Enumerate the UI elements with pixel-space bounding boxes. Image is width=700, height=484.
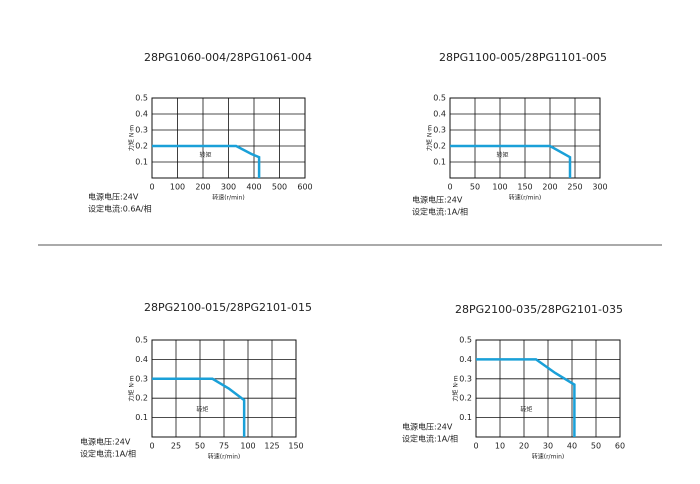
- curve-label: 转矩: [496, 151, 508, 159]
- y-tick-label: 0.1: [135, 413, 148, 422]
- x-tick-label: 300: [221, 183, 236, 192]
- x-tick-label: 300: [592, 183, 607, 192]
- x-tick-label: 0: [149, 183, 154, 192]
- x-tick-label: 400: [246, 183, 261, 192]
- curve-label: 转矩: [196, 405, 208, 413]
- x-tick-label: 25: [171, 442, 181, 451]
- y-tick-label: 0.4: [433, 110, 446, 119]
- y-tick-label: 0.4: [459, 355, 472, 364]
- x-tick-label: 0: [473, 442, 478, 451]
- x-tick-label: 250: [567, 183, 582, 192]
- y-tick-label: 0.5: [135, 336, 148, 345]
- x-tick-label: 50: [470, 183, 480, 192]
- curve-label: 转矩: [200, 151, 212, 159]
- x-tick-label: 40: [567, 442, 577, 451]
- x-tick-label: 100: [492, 183, 507, 192]
- x-axis-label: 转速(r/min): [509, 194, 542, 202]
- y-tick-label: 0.5: [433, 94, 446, 103]
- note: 设定电流:1A/相: [402, 434, 458, 444]
- x-tick-label: 0: [149, 442, 154, 451]
- x-tick-label: 200: [195, 183, 210, 192]
- x-axis-label: 转速(r/min): [208, 453, 241, 461]
- x-tick-label: 30: [543, 442, 553, 451]
- y-tick-label: 0.2: [135, 142, 148, 151]
- y-axis-label: 力矩 N·m: [426, 125, 434, 151]
- x-tick-label: 60: [615, 442, 625, 451]
- y-axis-label: 力矩 N·m: [128, 375, 136, 401]
- note: 设定电流:0.6A/相: [88, 204, 152, 214]
- curve: [476, 358, 576, 437]
- x-tick-label: 20: [519, 442, 529, 451]
- y-tick-label: 0.2: [459, 394, 472, 403]
- y-tick-label: 0.2: [433, 142, 446, 151]
- x-tick-label: 75: [219, 442, 229, 451]
- note: 电源电压:24V: [80, 437, 131, 447]
- y-tick-label: 0.1: [433, 158, 446, 167]
- x-axis-label: 转速(r/min): [212, 194, 245, 202]
- x-axis-label: 转速(r/min): [532, 453, 565, 461]
- x-tick-label: 125: [264, 442, 279, 451]
- x-tick-label: 100: [240, 442, 255, 451]
- y-axis-label: 力矩 N·m: [452, 375, 460, 401]
- y-tick-label: 0.3: [459, 374, 472, 383]
- x-tick-label: 150: [288, 442, 303, 451]
- y-tick-label: 0.5: [135, 94, 148, 103]
- x-tick-label: 200: [542, 183, 557, 192]
- y-axis-label: 力矩 N·m: [128, 125, 136, 151]
- y-tick-label: 0.3: [135, 374, 148, 383]
- y-tick-label: 0.2: [135, 394, 148, 403]
- x-tick-label: 100: [170, 183, 185, 192]
- chart-title: 28PG2100-035/28PG2101-035: [455, 303, 623, 316]
- note: 设定电流:1A/相: [80, 449, 136, 459]
- note: 电源电压:24V: [88, 192, 139, 202]
- note: 设定电流:1A/相: [412, 207, 468, 217]
- chart-title: 28PG2100-015/28PG2101-015: [144, 301, 312, 314]
- curve: [152, 144, 261, 178]
- chart-title: 28PG1100-005/28PG1101-005: [439, 51, 607, 64]
- x-tick-label: 600: [297, 183, 312, 192]
- y-tick-label: 0.1: [459, 413, 472, 422]
- x-tick-label: 50: [591, 442, 601, 451]
- y-tick-label: 0.4: [135, 110, 148, 119]
- chart-title: 28PG1060-004/28PG1061-004: [144, 51, 312, 64]
- y-tick-label: 0.4: [135, 355, 148, 364]
- x-tick-label: 50: [195, 442, 205, 451]
- curve-label: 转矩: [520, 405, 532, 413]
- x-tick-label: 0: [447, 183, 452, 192]
- y-tick-label: 0.3: [433, 126, 446, 135]
- curve: [152, 377, 246, 437]
- note: 电源电压:24V: [412, 195, 463, 205]
- x-tick-label: 150: [517, 183, 532, 192]
- x-tick-label: 500: [272, 183, 287, 192]
- y-tick-label: 0.3: [135, 126, 148, 135]
- x-tick-label: 10: [495, 442, 505, 451]
- y-tick-label: 0.5: [459, 336, 472, 345]
- y-tick-label: 0.1: [135, 158, 148, 167]
- note: 电源电压:24V: [402, 422, 453, 432]
- curve: [450, 144, 572, 178]
